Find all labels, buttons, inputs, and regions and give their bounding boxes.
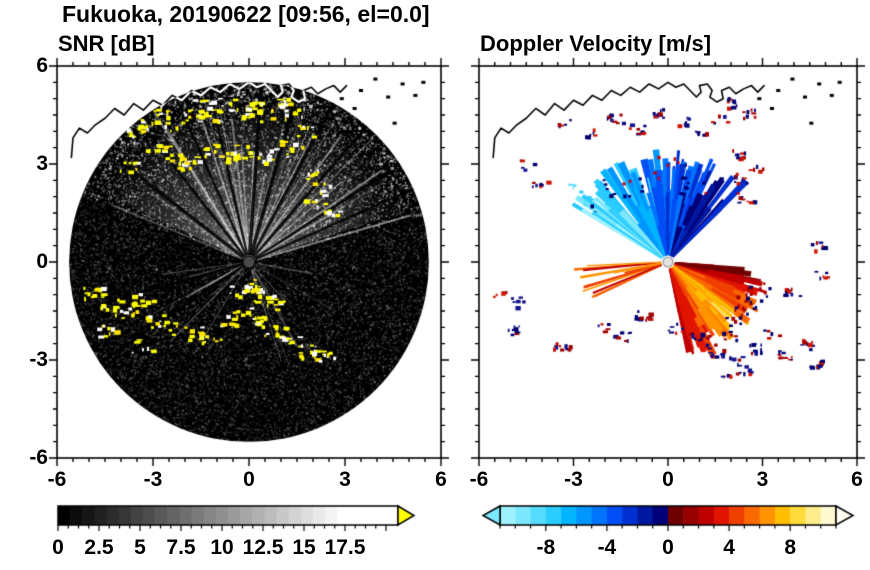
snr-colorbar-tick-label: 10: [210, 536, 234, 559]
snr-colorbar-tick-label: 5: [134, 536, 146, 559]
snr-y-tick-label: 6: [36, 54, 48, 77]
snr-x-tick-label: -6: [47, 468, 67, 491]
snr-colorbar-tick-label: 0: [52, 536, 64, 559]
velocity-colorbar-tick-label: -8: [536, 536, 556, 559]
velocity-colorbar-tick-label: 4: [723, 536, 735, 559]
velocity-x-tick-label: -6: [469, 468, 489, 491]
velocity-colorbar-tick-label: 8: [784, 536, 797, 559]
snr-y-tick-label: 3: [36, 152, 48, 175]
snr-x-tick-label: 0: [243, 468, 255, 491]
snr-colorbar-tick-label: 2.5: [84, 536, 114, 559]
snr-x-tick-label: 6: [435, 468, 447, 491]
snr-x-tick-label: 3: [339, 468, 351, 491]
snr-x-tick-label: -3: [143, 468, 163, 491]
snr-colorbar-tick-label: 7.5: [166, 536, 196, 559]
snr-y-tick-label: 0: [36, 250, 48, 273]
snr-colorbar-tick-label: 12.5: [242, 536, 284, 559]
velocity-x-tick-label: 3: [756, 468, 769, 491]
figure-title: Fukuoka, 20190622 [09:56, el=0.0]: [62, 1, 430, 27]
velocity-panel-title: Doppler Velocity [m/s]: [480, 31, 712, 56]
velocity-colorbar: [478, 500, 858, 534]
snr-panel-title: SNR [dB]: [58, 31, 155, 56]
snr-y-tick-label: -3: [29, 348, 48, 371]
snr-radar-plot: [43, 52, 455, 472]
velocity-colorbar-tick-label: -4: [597, 536, 617, 559]
snr-colorbar: [50, 500, 420, 534]
snr-colorbar-tick-label: 17.5: [324, 536, 366, 559]
velocity-radar-plot: [465, 52, 870, 472]
velocity-x-tick-label: 6: [851, 468, 863, 491]
velocity-x-tick-label: 0: [662, 468, 674, 491]
snr-y-tick-label: -6: [29, 446, 48, 469]
snr-colorbar-tick-label: 15: [292, 536, 316, 559]
velocity-colorbar-tick-label: 0: [662, 536, 674, 559]
velocity-x-tick-label: -3: [564, 468, 583, 491]
